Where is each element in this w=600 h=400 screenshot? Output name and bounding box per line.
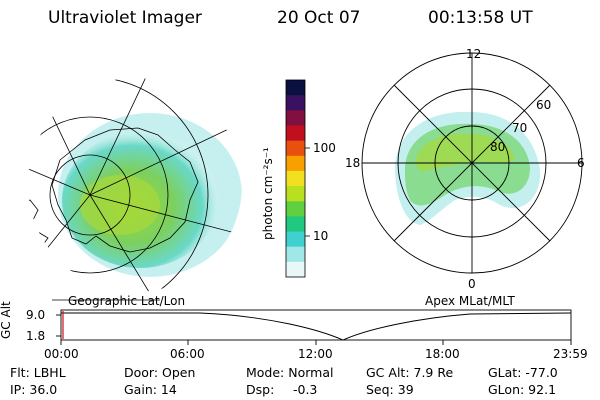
observation-time: 00:13:58 UT (428, 8, 533, 28)
colorbar-swatch (286, 261, 305, 278)
timeline-xtick-label: 00:00 (44, 347, 79, 361)
dsp-label: Dsp: (246, 382, 275, 397)
coastline-fragment (28, 199, 39, 223)
colorbar-swatch (286, 80, 305, 96)
ip-info: IP: 36.0 (10, 382, 58, 397)
timeline-ytick-label-high: 9.0 (26, 308, 46, 322)
geographic-map (28, 78, 242, 301)
sequence-info: Seq: 39 (366, 382, 414, 397)
colorbar-swatch (286, 216, 305, 233)
coastline-fragment (37, 231, 49, 247)
mlt-label-6: 6 (577, 156, 585, 170)
colorbar-swatch (286, 155, 305, 172)
gain-info: Gain: 14 (124, 382, 177, 397)
colorbar-swatch (286, 246, 305, 263)
mlat-label-80: 80 (490, 140, 506, 154)
timeline-frame (60, 309, 572, 341)
geographic-map-label: Geographic Lat/Lon (68, 294, 186, 308)
filter-info: Flt: LBHL (10, 365, 66, 380)
mlt-label-18: 18 (345, 156, 361, 170)
aurora-oval-core (415, 133, 515, 172)
glon-info: GLon: 92.1 (488, 382, 557, 397)
gc-altitude-curve (61, 312, 572, 341)
mlt-label-12: 12 (466, 47, 482, 61)
glat-info: GLat: -77.0 (488, 365, 558, 380)
door-info: Door: Open (124, 365, 196, 380)
altitude-timeline (56, 309, 572, 345)
continent-outline (51, 127, 199, 253)
dsp-value: -0.3 (293, 382, 318, 397)
timeline-xtick-label: 12:00 (298, 347, 333, 361)
colorbar-swatch (286, 110, 305, 127)
timeline-ylabel: GC Alt (0, 301, 13, 339)
colorbar-tick-100: 100 (313, 141, 336, 155)
colorbar-swatch (286, 231, 305, 248)
mode-info: Mode: Normal (246, 365, 334, 380)
colorbar-frame (285, 79, 306, 278)
colorbar-swatch (286, 95, 305, 111)
aurora-core (80, 175, 160, 235)
colorbar-tick-10: 10 (313, 229, 329, 243)
apex-map (361, 52, 583, 274)
colorbar-unit-label: photon cm⁻²s⁻¹ (261, 147, 275, 240)
timeline-xtick-label: 23:59 (553, 347, 588, 361)
colorbar-swatch (286, 186, 305, 202)
colorbar-swatches (286, 80, 305, 278)
apex-map-label: Apex MLat/MLT (425, 294, 515, 308)
colorbar (285, 79, 310, 278)
latitude-circles (28, 78, 242, 292)
colorbar-swatch (286, 140, 305, 157)
mlat-label-70: 70 (512, 121, 528, 135)
gc-alt-info: GC Alt: 7.9 Re (366, 365, 454, 380)
instrument-title: Ultraviolet Imager (48, 8, 202, 28)
timeline-xtick-label: 18:00 (425, 347, 460, 361)
mlt-label-0: 0 (468, 277, 476, 291)
mlt-meridians (362, 53, 582, 273)
mlat-label-60: 60 (536, 98, 552, 112)
colorbar-swatch (286, 170, 305, 187)
timeline-ytick-label-low: 1.8 (26, 329, 46, 343)
colorbar-swatch (286, 201, 305, 217)
timeline-xtick-label: 06:00 (170, 347, 205, 361)
observation-date: 20 Oct 07 (277, 8, 361, 28)
timeline-xticks (60, 340, 572, 345)
colorbar-swatch (286, 125, 305, 142)
